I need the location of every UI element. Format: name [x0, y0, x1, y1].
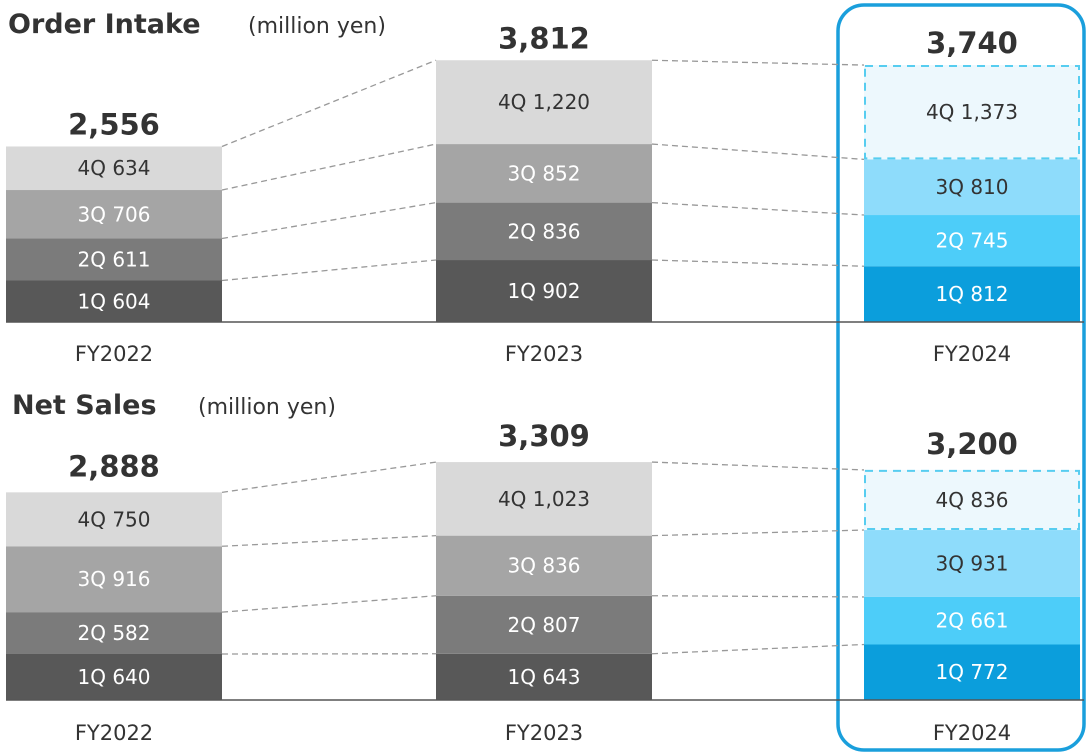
net-sales-total-fy2022: 2,888	[68, 449, 160, 483]
net-sales-label-fy2024-3q: 3Q 931	[936, 551, 1009, 575]
net-sales-label-fy2022-2q: 2Q 582	[78, 621, 151, 645]
net-sales-label-fy2023-1q: 1Q 643	[508, 665, 581, 689]
net-sales-connector-0-3	[221, 461, 437, 493]
order-intake-label-fy2024-2q: 2Q 745	[936, 229, 1009, 253]
net-sales-connector-0-1	[221, 595, 437, 613]
net-sales-total-fy2023: 3,309	[498, 419, 590, 453]
order-intake-title: Order Intake	[8, 9, 201, 40]
order-intake-label-fy2022-2q: 2Q 611	[78, 248, 151, 272]
net-sales-chart: 1Q 640 2Q 582 3Q 916 4Q 750 2,888 FY2022 1Q 64…	[6, 419, 1084, 745]
order-intake-connector-1-2	[651, 143, 865, 161]
net-sales-bar-fy2022-2q	[6, 612, 222, 654]
net-sales-bar-fy2024-2q	[864, 596, 1080, 645]
order-intake-bar-fy2022-4q	[6, 146, 222, 191]
order-intake-total-fy2024: 3,740	[926, 26, 1018, 60]
order-intake-bar-fy2024-3q	[864, 159, 1080, 216]
order-intake-connector-0-1	[221, 201, 437, 240]
net-sales-bar-fy2024-4q	[864, 469, 1080, 531]
order-intake-label-fy2023-4q: 4Q 1,220	[498, 90, 590, 114]
net-sales-connector-0-2	[221, 534, 437, 547]
order-intake-bar-fy2024-2q	[864, 215, 1080, 267]
order-intake-bar-fy2023-1q	[436, 260, 652, 322]
order-intake-connector-0-2	[221, 143, 437, 191]
net-sales-bar-fy2022-3q	[6, 546, 222, 613]
net-sales-title: Net Sales	[12, 390, 157, 421]
net-sales-label-fy2024-1q: 1Q 772	[936, 660, 1009, 684]
order-intake-bar-fy2023-4q	[436, 60, 652, 145]
net-sales-label-fy2023-3q: 3Q 836	[508, 554, 581, 578]
net-sales-bar-fy2023-2q	[436, 595, 652, 654]
net-sales-bar-fy2023-4q	[436, 462, 652, 536]
net-sales-total-fy2024: 3,200	[926, 427, 1018, 461]
order-intake-category-fy2022: FY2022	[75, 342, 153, 366]
net-sales-category-fy2024: FY2024	[933, 721, 1011, 745]
order-intake-bar-fy2022-2q	[6, 238, 222, 281]
order-intake-label-fy2024-4q: 4Q 1,373	[926, 100, 1018, 124]
net-sales-connector-1-3	[651, 461, 865, 471]
order-intake-connector-0-3	[221, 59, 437, 148]
order-intake-label-fy2024-1q: 1Q 812	[936, 282, 1009, 306]
order-intake-bar-fy2022-3q	[6, 190, 222, 239]
order-intake-category-fy2024: FY2024	[933, 342, 1011, 366]
order-intake-connector-0-0	[221, 259, 437, 282]
order-intake-bar-fy2023-2q	[436, 202, 652, 261]
order-intake-label-fy2022-4q: 4Q 634	[78, 156, 151, 180]
net-sales-label-fy2024-2q: 2Q 661	[936, 609, 1009, 633]
order-intake-label-fy2022-1q: 1Q 604	[78, 289, 151, 313]
net-sales-connector-1-1	[651, 595, 865, 598]
net-sales-label-fy2022-4q: 4Q 750	[78, 507, 151, 531]
net-sales-category-fy2022: FY2022	[75, 721, 153, 745]
net-sales-label-fy2022-1q: 1Q 640	[78, 665, 151, 689]
order-intake-bar-fy2023-3q	[436, 144, 652, 203]
order-intake-label-fy2023-2q: 2Q 836	[508, 219, 581, 243]
fy2024-highlight-frame	[836, 3, 1086, 752]
order-intake-bar-fy2022-1q	[6, 280, 222, 322]
net-sales-category-fy2023: FY2023	[505, 721, 583, 745]
order-intake-total-fy2023: 3,812	[498, 21, 590, 55]
order-intake-connector-1-1	[651, 201, 865, 216]
net-sales-label-fy2022-3q: 3Q 916	[78, 567, 151, 591]
order-intake-connector-1-3	[651, 59, 865, 66]
order-intake-category-fy2023: FY2023	[505, 342, 583, 366]
order-intake-forecast-outline	[864, 65, 1080, 160]
net-sales-bar-fy2024-1q	[864, 644, 1080, 700]
net-sales-label-fy2023-2q: 2Q 807	[508, 613, 581, 637]
net-sales-forecast-outline	[864, 469, 1080, 531]
net-sales-bar-fy2022-4q	[6, 492, 222, 547]
net-sales-bar-fy2022-1q	[6, 653, 222, 700]
order-intake-unit: (million yen)	[248, 14, 386, 39]
order-intake-bar-fy2024-4q	[864, 65, 1080, 160]
order-intake-label-fy2022-3q: 3Q 706	[78, 202, 151, 226]
order-intake-bar-fy2024-1q	[864, 266, 1080, 322]
order-intake-label-fy2023-1q: 1Q 902	[508, 279, 581, 303]
net-sales-bar-fy2023-3q	[436, 535, 652, 596]
net-sales-bar-fy2024-3q	[864, 530, 1080, 597]
order-intake-label-fy2023-3q: 3Q 852	[508, 161, 581, 185]
net-sales-bar-fy2023-1q	[436, 653, 652, 700]
order-intake-chart: 1Q 604 2Q 611 3Q 706 4Q 634 2,556 FY2022 1Q 90…	[6, 21, 1084, 366]
net-sales-connector-1-2	[651, 529, 865, 537]
net-sales-label-fy2023-4q: 4Q 1,023	[498, 487, 590, 511]
net-sales-connector-1-0	[651, 643, 865, 655]
order-intake-connector-1-0	[651, 259, 865, 267]
order-intake-total-fy2022: 2,556	[68, 107, 160, 141]
net-sales-label-fy2024-4q: 4Q 836	[936, 488, 1009, 512]
order-intake-label-fy2024-3q: 3Q 810	[936, 175, 1009, 199]
net-sales-unit: (million yen)	[198, 395, 336, 420]
